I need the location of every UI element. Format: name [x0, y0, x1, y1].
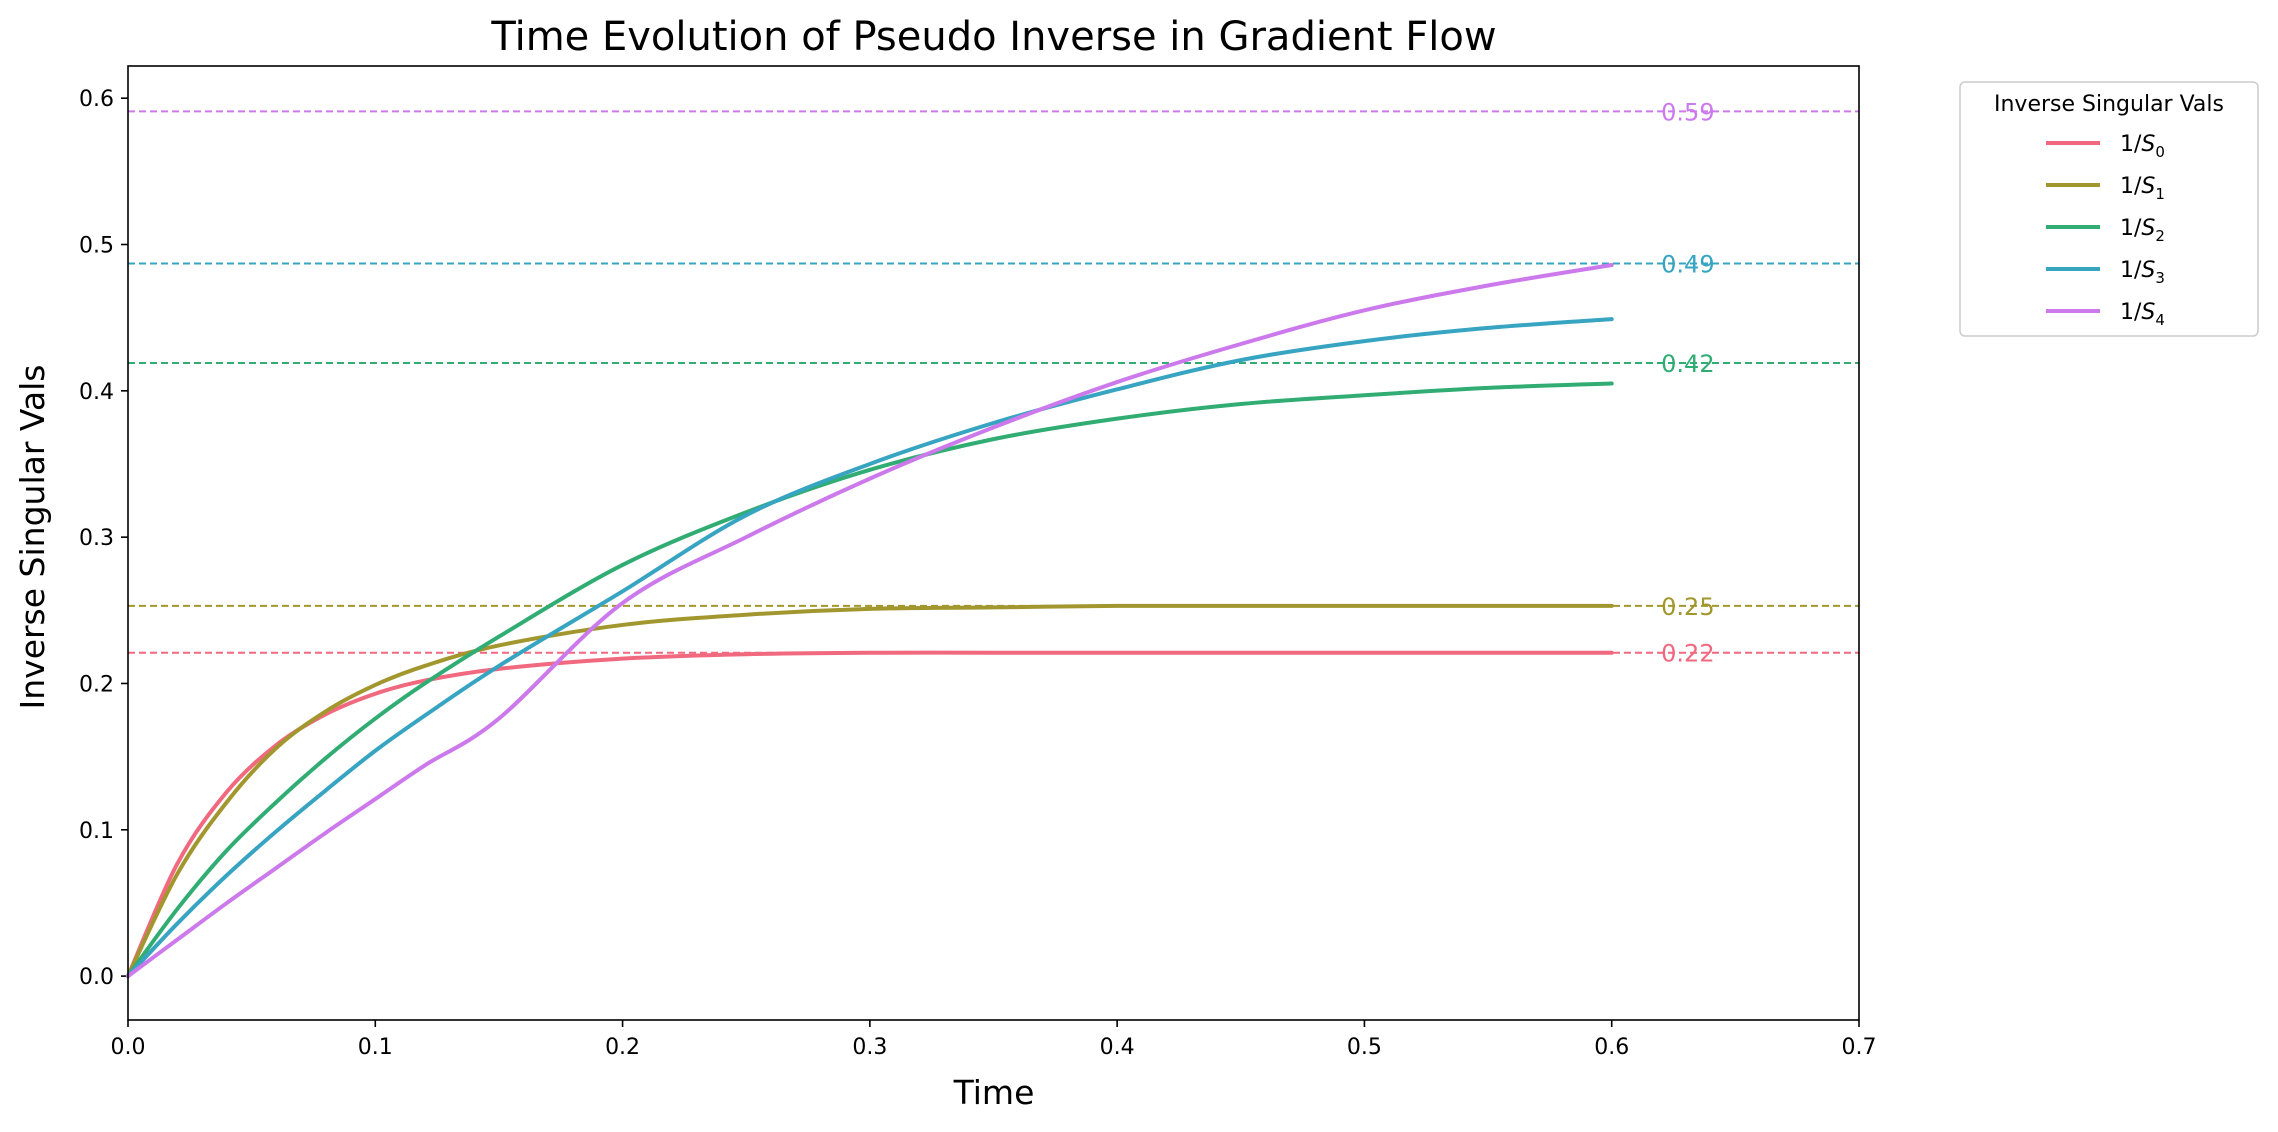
legend-label: 1/S1	[2120, 174, 2165, 203]
plot-frame	[127, 65, 1860, 1021]
x-tick-label: 0.6	[1594, 1035, 1629, 1060]
x-tick-label: 0.3	[852, 1035, 887, 1060]
x-axis-title: Time	[953, 1073, 1035, 1112]
x-tick-label: 0.2	[605, 1035, 640, 1060]
legend-label: 1/S2	[2120, 216, 2165, 245]
x-tick-label: 0.4	[1100, 1035, 1135, 1060]
asymptote-label: 0.49	[1661, 251, 1714, 279]
chart-title: Time Evolution of Pseudo Inverse in Grad…	[490, 14, 1496, 60]
y-tick-label: 0.2	[79, 672, 114, 697]
asymptote-label: 0.59	[1661, 98, 1714, 126]
y-tick-label: 0.3	[79, 526, 114, 551]
legend-title: Inverse Singular Vals	[1994, 92, 2224, 117]
legend-label: 1/S4	[2120, 300, 2165, 329]
y-tick-label: 0.5	[79, 234, 114, 259]
asymptote-label: 0.25	[1661, 593, 1714, 621]
legend-label: 1/S0	[2120, 132, 2165, 161]
x-tick-label: 0.0	[111, 1035, 146, 1060]
y-axis-title: Inverse Singular Vals	[13, 365, 52, 710]
y-tick-label: 0.1	[79, 819, 114, 844]
plot-area: 0.0 0.1 0.2 0.3 0.4 0.5 0.6 0.7 0.0 0.1 0.2 0.3 0.4 0…	[79, 65, 1877, 1060]
series-line	[126, 317, 1614, 979]
y-tick-label: 0.6	[79, 87, 114, 112]
legend-label: 1/S3	[2120, 258, 2165, 287]
series-line	[126, 603, 1614, 979]
x-tick-label: 0.1	[358, 1035, 393, 1060]
legend: Inverse Singular Vals 1/S0 1/S1 1/S2 1/S3 1/S…	[1959, 81, 2259, 337]
legend-frame	[1959, 81, 2259, 337]
asymptote-label: 0.42	[1661, 350, 1714, 378]
asymptote-label: 0.22	[1661, 640, 1714, 668]
series-line	[126, 650, 1614, 979]
x-tick-label: 0.7	[1842, 1035, 1877, 1060]
series-line	[126, 262, 1614, 979]
series-line	[126, 381, 1614, 979]
x-tick-label: 0.5	[1347, 1035, 1382, 1060]
y-tick-label: 0.0	[79, 965, 114, 990]
y-tick-label: 0.4	[79, 380, 114, 405]
